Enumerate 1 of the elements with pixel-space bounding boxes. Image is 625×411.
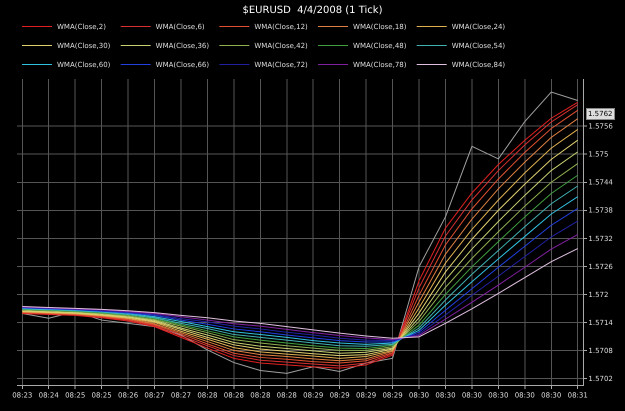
chart-title: $EURUSD 4/4/2008 (1 Tick) <box>242 5 383 16</box>
